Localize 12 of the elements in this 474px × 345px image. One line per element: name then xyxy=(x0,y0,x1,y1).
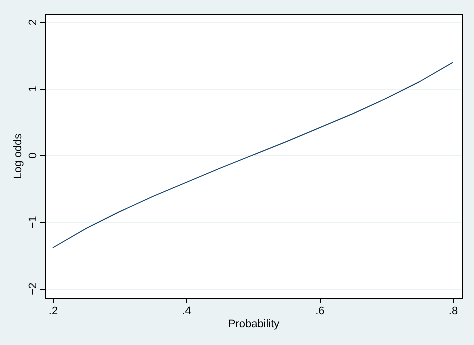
y-tick-label: −1 xyxy=(28,216,40,229)
y-tick-label: −2 xyxy=(28,282,40,296)
y-tick-label: 2 xyxy=(28,19,40,26)
y-axis-title: Log odds xyxy=(12,133,24,180)
x-tick-label: .6 xyxy=(316,306,325,318)
x-axis-title: Probability xyxy=(228,318,280,330)
y-tick-label: 1 xyxy=(28,86,40,92)
x-tick-label: .8 xyxy=(448,306,458,318)
line-series xyxy=(52,62,454,248)
y-tick-label: 0 xyxy=(28,152,40,159)
x-tick-label: .4 xyxy=(182,306,192,318)
x-tick-label: .2 xyxy=(48,306,58,318)
